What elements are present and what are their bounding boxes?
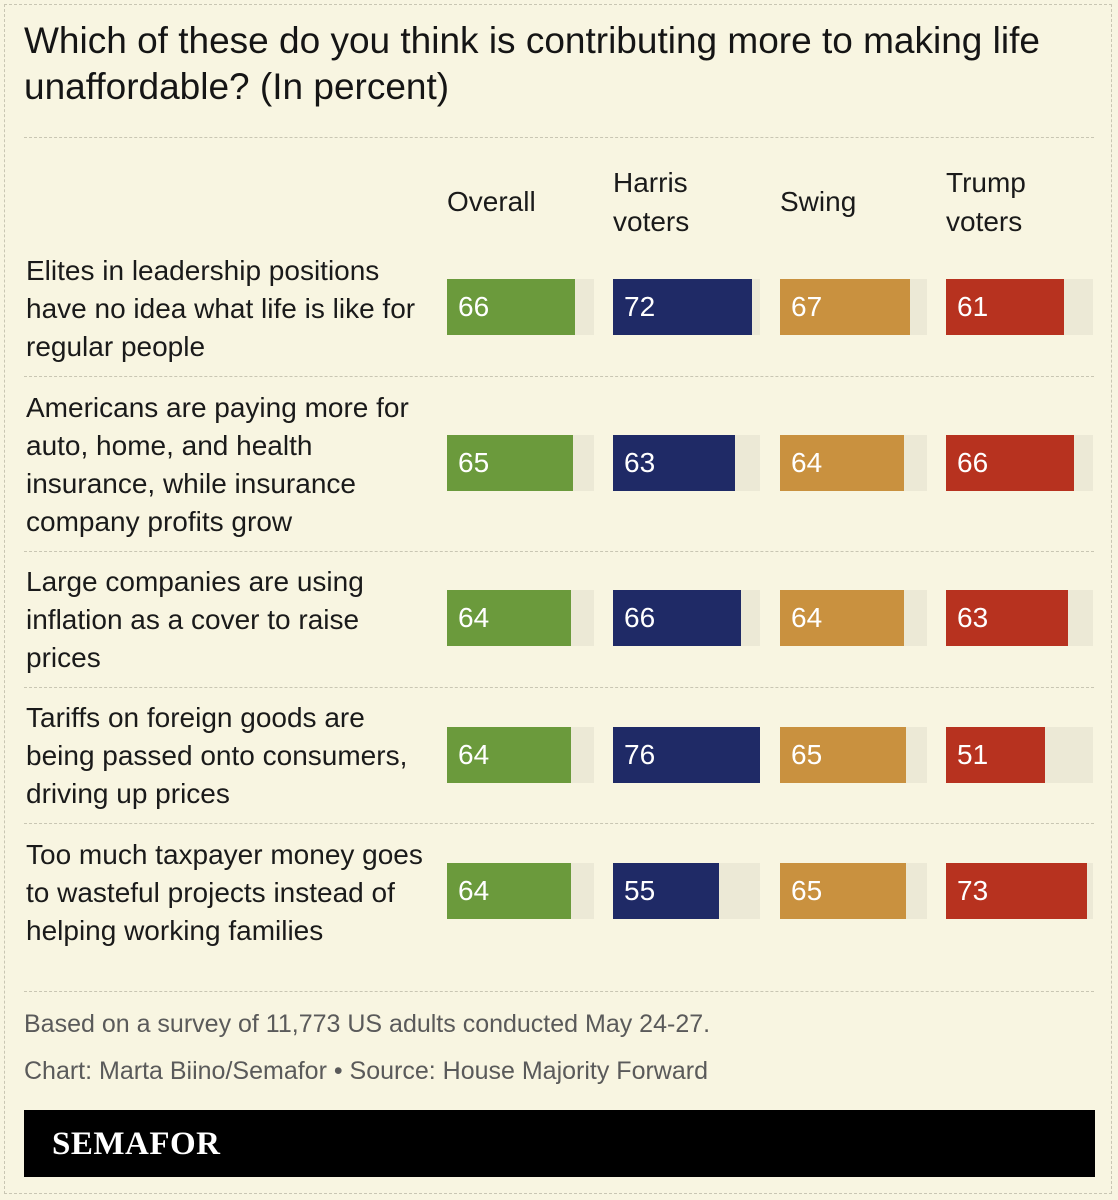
- bar-track: 67: [780, 279, 927, 335]
- bar-track: 64: [447, 590, 594, 646]
- bar-trump: [946, 435, 1074, 491]
- bar-track: 63: [946, 590, 1093, 646]
- row-divider: [24, 687, 1094, 688]
- bar-harris: [613, 727, 760, 783]
- bar-value-label: 55: [624, 875, 656, 906]
- bar-harris: [613, 863, 719, 919]
- row-label: Americans are paying more for auto, home…: [26, 392, 409, 537]
- bar-value-label: 67: [791, 291, 823, 322]
- chart-frame: [4, 4, 1112, 1194]
- bar-track: 51: [946, 727, 1093, 783]
- bar-value-label: 72: [624, 291, 656, 322]
- bar-value-label: 64: [791, 602, 823, 633]
- bar-harris: [613, 279, 752, 335]
- bar-track: 76: [613, 727, 760, 783]
- brand-logo: SEMAFOR: [52, 1126, 221, 1162]
- bar-value-label: 66: [957, 447, 989, 478]
- bar-track: 66: [613, 590, 760, 646]
- bar-value-label: 64: [458, 739, 490, 770]
- bar-value-label: 65: [791, 739, 823, 770]
- column-header-trump: Trump voters: [946, 167, 1026, 237]
- row-label: Too much taxpayer money goes to wasteful…: [26, 839, 423, 946]
- bar-value-label: 76: [624, 739, 656, 770]
- bar-value-label: 66: [458, 291, 490, 322]
- bar-overall: [447, 590, 571, 646]
- bar-value-label: 61: [957, 291, 989, 322]
- bar-value-label: 73: [957, 875, 989, 906]
- bar-swing: [780, 590, 904, 646]
- bar-track: 64: [447, 863, 594, 919]
- row-label: Tariffs on foreign goods are being passe…: [26, 702, 408, 809]
- bar-track: 64: [780, 590, 927, 646]
- bar-trump: [946, 279, 1064, 335]
- bar-value-label: 63: [957, 602, 989, 633]
- bar-trump: [946, 590, 1068, 646]
- footer-divider: [24, 991, 1094, 992]
- survey-note: Based on a survey of 11,773 US adults co…: [24, 1010, 711, 1038]
- bar-value-label: 65: [791, 875, 823, 906]
- brand-bar: SEMAFOR: [24, 1110, 1095, 1177]
- row-label: Elites in leadership positions have no i…: [26, 255, 416, 362]
- bar-trump: [946, 863, 1087, 919]
- bar-value-label: 51: [957, 739, 989, 770]
- row-divider: [24, 823, 1094, 824]
- chart-title: Which of these do you think is contribut…: [24, 20, 1040, 107]
- bar-overall: [447, 727, 571, 783]
- bar-track: 63: [613, 435, 760, 491]
- bar-track: 64: [447, 727, 594, 783]
- bar-track: 65: [780, 727, 927, 783]
- bar-swing: [780, 727, 906, 783]
- column-header-overall: Overall: [447, 186, 536, 217]
- bar-track: 66: [447, 279, 594, 335]
- bar-track: 72: [613, 279, 760, 335]
- row-divider: [24, 551, 1094, 552]
- bar-track: 64: [780, 435, 927, 491]
- bar-track: 66: [946, 435, 1093, 491]
- bar-value-label: 66: [624, 602, 656, 633]
- bar-value-label: 64: [458, 602, 490, 633]
- bar-swing: [780, 435, 904, 491]
- row-divider: [24, 376, 1094, 377]
- bar-harris: [613, 590, 741, 646]
- bar-overall: [447, 435, 573, 491]
- bar-value-label: 64: [458, 875, 490, 906]
- chart-credit: Chart: Marta Biino/Semafor • Source: Hou…: [24, 1057, 708, 1085]
- bar-track: 55: [613, 863, 760, 919]
- bar-trump: [946, 727, 1045, 783]
- column-header-swing: Swing: [780, 186, 857, 217]
- title-divider: [24, 137, 1094, 138]
- bar-swing: [780, 863, 906, 919]
- bar-overall: [447, 863, 571, 919]
- row-label: Large companies are using inflation as a…: [26, 566, 364, 673]
- bar-track: 61: [946, 279, 1093, 335]
- bar-track: 65: [780, 863, 927, 919]
- bar-value-label: 63: [624, 447, 656, 478]
- bar-track: 73: [946, 863, 1093, 919]
- bar-track: 65: [447, 435, 594, 491]
- bar-overall: [447, 279, 575, 335]
- column-header-harris: Harris voters: [613, 167, 690, 237]
- bar-swing: [780, 279, 910, 335]
- bar-value-label: 64: [791, 447, 823, 478]
- bar-value-label: 65: [458, 447, 490, 478]
- bar-harris: [613, 435, 735, 491]
